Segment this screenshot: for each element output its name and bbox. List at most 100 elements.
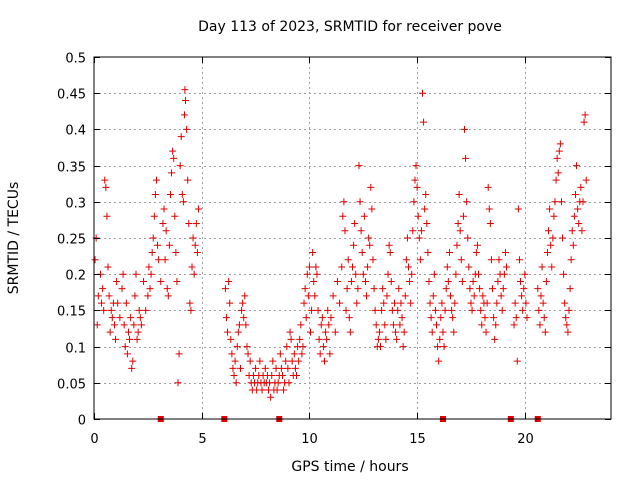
data-point bbox=[580, 118, 588, 126]
y-tick-label: 0.3 bbox=[65, 197, 86, 212]
data-point bbox=[164, 292, 172, 300]
data-point bbox=[501, 248, 509, 256]
data-point bbox=[423, 220, 431, 228]
data-point bbox=[442, 285, 450, 293]
data-point bbox=[410, 198, 418, 206]
data-point bbox=[120, 321, 128, 329]
data-point bbox=[420, 118, 428, 126]
data-point bbox=[171, 212, 179, 220]
data-point bbox=[182, 96, 190, 104]
x-tick-label: 20 bbox=[517, 432, 534, 447]
data-point bbox=[176, 162, 184, 170]
data-point bbox=[375, 328, 383, 336]
data-point bbox=[340, 198, 348, 206]
data-point bbox=[413, 183, 421, 191]
data-point bbox=[560, 270, 568, 278]
data-point bbox=[177, 133, 185, 141]
axis-ticks bbox=[94, 57, 611, 420]
data-point bbox=[150, 212, 158, 220]
data-point bbox=[290, 350, 298, 358]
data-point bbox=[416, 256, 424, 264]
data-point bbox=[377, 343, 385, 351]
x-tick-label: 0 bbox=[90, 432, 98, 447]
data-point bbox=[468, 306, 476, 314]
data-point bbox=[470, 292, 478, 300]
data-point bbox=[579, 198, 587, 206]
data-point bbox=[225, 277, 233, 285]
data-point bbox=[577, 183, 585, 191]
data-point bbox=[162, 227, 170, 235]
x-tick-label: 10 bbox=[301, 432, 318, 447]
data-point bbox=[386, 248, 394, 256]
data-point bbox=[350, 241, 358, 249]
x-tick-label: 15 bbox=[409, 432, 426, 447]
data-point bbox=[573, 162, 581, 170]
data-point bbox=[578, 227, 586, 235]
data-point bbox=[582, 176, 590, 184]
data-point bbox=[568, 227, 576, 235]
data-point bbox=[163, 285, 171, 293]
data-point bbox=[110, 321, 118, 329]
data-point bbox=[159, 220, 167, 228]
data-point bbox=[180, 111, 188, 119]
data-point bbox=[326, 350, 334, 358]
data-point bbox=[440, 343, 448, 351]
data-point bbox=[575, 220, 583, 228]
data-point bbox=[393, 335, 401, 343]
data-point bbox=[91, 256, 99, 264]
data-point bbox=[309, 248, 317, 256]
data-point bbox=[238, 306, 246, 314]
data-point bbox=[226, 299, 234, 307]
data-point bbox=[430, 270, 438, 278]
data-point bbox=[570, 212, 578, 220]
data-point bbox=[459, 212, 467, 220]
data-point bbox=[565, 306, 573, 314]
data-point bbox=[185, 220, 193, 228]
data-point bbox=[107, 306, 115, 314]
data-point bbox=[409, 227, 417, 235]
data-point bbox=[398, 314, 406, 322]
data-point bbox=[389, 321, 397, 329]
data-point bbox=[449, 314, 457, 322]
data-point bbox=[444, 277, 452, 285]
data-point bbox=[114, 299, 122, 307]
data-point bbox=[354, 285, 362, 293]
data-point bbox=[232, 379, 240, 387]
data-point bbox=[571, 191, 579, 199]
data-point bbox=[551, 198, 559, 206]
data-point bbox=[333, 277, 341, 285]
data-point bbox=[295, 357, 303, 365]
data-point bbox=[349, 263, 356, 271]
data-point bbox=[324, 306, 332, 314]
data-point bbox=[135, 306, 143, 314]
data-point bbox=[540, 314, 548, 322]
data-point bbox=[436, 335, 444, 343]
data-point bbox=[562, 314, 570, 322]
data-point bbox=[426, 299, 434, 307]
data-point bbox=[235, 321, 243, 329]
data-point bbox=[179, 198, 187, 206]
data-point bbox=[550, 212, 558, 220]
data-point bbox=[441, 306, 449, 314]
data-point bbox=[425, 277, 433, 285]
data-point bbox=[384, 270, 392, 278]
data-point bbox=[534, 285, 542, 293]
data-point bbox=[242, 321, 250, 329]
data-point bbox=[343, 285, 351, 293]
data-point bbox=[233, 343, 241, 351]
data-point bbox=[356, 198, 364, 206]
data-point bbox=[448, 306, 456, 314]
data-point bbox=[336, 299, 344, 307]
data-point bbox=[366, 241, 374, 249]
data-point bbox=[342, 306, 350, 314]
data-point bbox=[280, 386, 288, 394]
data-point bbox=[428, 328, 436, 336]
data-point bbox=[305, 263, 313, 271]
data-point bbox=[574, 205, 582, 213]
data-point bbox=[93, 321, 101, 329]
data-point bbox=[241, 292, 249, 300]
data-point bbox=[451, 299, 459, 307]
data-point bbox=[104, 263, 112, 271]
data-point bbox=[127, 314, 135, 322]
